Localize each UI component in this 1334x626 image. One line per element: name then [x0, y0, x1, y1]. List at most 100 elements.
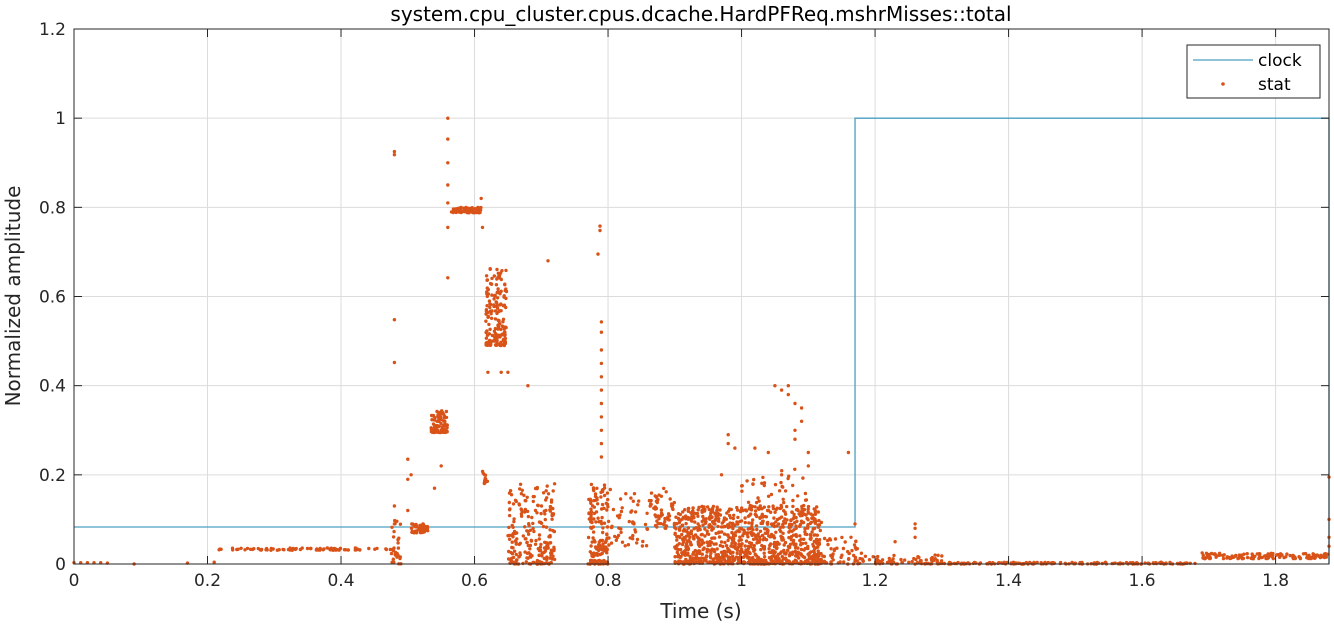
stat-point: [594, 520, 598, 524]
stat-point: [589, 544, 593, 548]
stat-point: [275, 548, 280, 552]
stat-point: [609, 525, 614, 530]
stat-point: [819, 551, 823, 556]
stat-point: [530, 515, 534, 520]
stat-point: [484, 336, 489, 340]
stat-point: [789, 535, 794, 539]
stat-point: [789, 518, 793, 522]
stat-point: [445, 426, 449, 430]
stat-point: [767, 505, 771, 509]
stat-point: [594, 545, 598, 549]
stat-point: [525, 509, 530, 514]
stat-point: [390, 525, 394, 529]
stat-point: [770, 554, 774, 559]
stat-point: [696, 508, 700, 512]
stat-point: [780, 484, 784, 489]
stat-point: [596, 516, 600, 520]
stat-point: [507, 549, 511, 554]
stat-point: [793, 549, 797, 554]
x-tick-label: 0.8: [595, 571, 622, 591]
stat-point: [753, 553, 758, 557]
stat-point: [544, 541, 549, 545]
stat-point: [490, 276, 494, 281]
stat-point: [1285, 552, 1289, 556]
stat-point: [913, 522, 917, 526]
stat-point: [550, 517, 554, 521]
stat-point: [212, 560, 216, 564]
stat-point: [492, 329, 497, 333]
stat-point: [743, 560, 747, 565]
stat-point: [676, 553, 681, 557]
stat-point: [731, 554, 735, 558]
stat-point: [735, 520, 739, 524]
stat-point: [599, 375, 604, 379]
stat-point: [538, 548, 542, 553]
stat-point: [314, 548, 319, 552]
stat-point: [680, 532, 684, 537]
stat-point: [779, 473, 784, 477]
stat-point: [504, 287, 508, 291]
stat-point: [912, 556, 916, 561]
stat-point: [591, 536, 595, 540]
stat-point: [751, 537, 756, 541]
stat-point: [734, 530, 738, 534]
stat-point: [687, 538, 691, 542]
stat-point: [740, 484, 744, 488]
stat-point: [913, 535, 917, 539]
stat-point: [487, 332, 492, 336]
stat-point: [605, 508, 609, 512]
stat-point: [426, 529, 430, 533]
stat-point: [940, 554, 944, 558]
stat-point: [809, 536, 813, 540]
stat-point: [782, 543, 786, 547]
stat-point: [753, 509, 758, 513]
stat-point: [751, 546, 755, 551]
stat-point: [321, 548, 325, 552]
stat-point: [421, 524, 425, 528]
stat-point: [484, 308, 489, 312]
stat-point: [737, 529, 741, 534]
stat-point: [637, 499, 641, 503]
stat-point: [712, 542, 716, 546]
stat-point: [780, 469, 784, 473]
stat-point: [600, 538, 605, 543]
stat-point: [435, 424, 439, 428]
stat-point: [732, 557, 737, 561]
stat-point: [713, 518, 718, 522]
stat-point: [743, 508, 748, 512]
stat-point: [1095, 560, 1100, 565]
stat-point: [1284, 555, 1288, 559]
stat-point: [544, 525, 549, 529]
stat-point: [758, 504, 762, 508]
stat-point: [682, 539, 686, 544]
stat-point: [514, 542, 518, 546]
stat-point: [1207, 553, 1211, 557]
stat-point: [695, 511, 700, 516]
stat-point: [833, 537, 838, 541]
stat-point: [492, 274, 496, 278]
stat-point: [499, 370, 503, 374]
stat-point: [520, 488, 524, 492]
stat-point: [688, 554, 692, 559]
stat-point: [762, 551, 766, 555]
stat-point: [849, 535, 853, 539]
stat-point: [817, 538, 822, 542]
stat-point: [636, 503, 640, 507]
stat-point: [712, 548, 716, 552]
stat-point: [602, 549, 607, 553]
stat-point: [548, 533, 552, 538]
stat-point: [231, 548, 235, 552]
stat-point: [282, 548, 286, 552]
stat-point: [679, 554, 683, 559]
stat-point: [544, 508, 548, 513]
stat-point: [817, 541, 821, 545]
stat-point: [933, 553, 937, 557]
stat-point: [446, 161, 450, 165]
stat-point: [410, 526, 414, 530]
stat-point: [623, 544, 627, 548]
stat-point: [487, 338, 492, 343]
stat-point: [734, 555, 739, 559]
stat-point: [392, 560, 396, 564]
stat-point: [541, 491, 546, 495]
stat-point: [495, 267, 499, 272]
